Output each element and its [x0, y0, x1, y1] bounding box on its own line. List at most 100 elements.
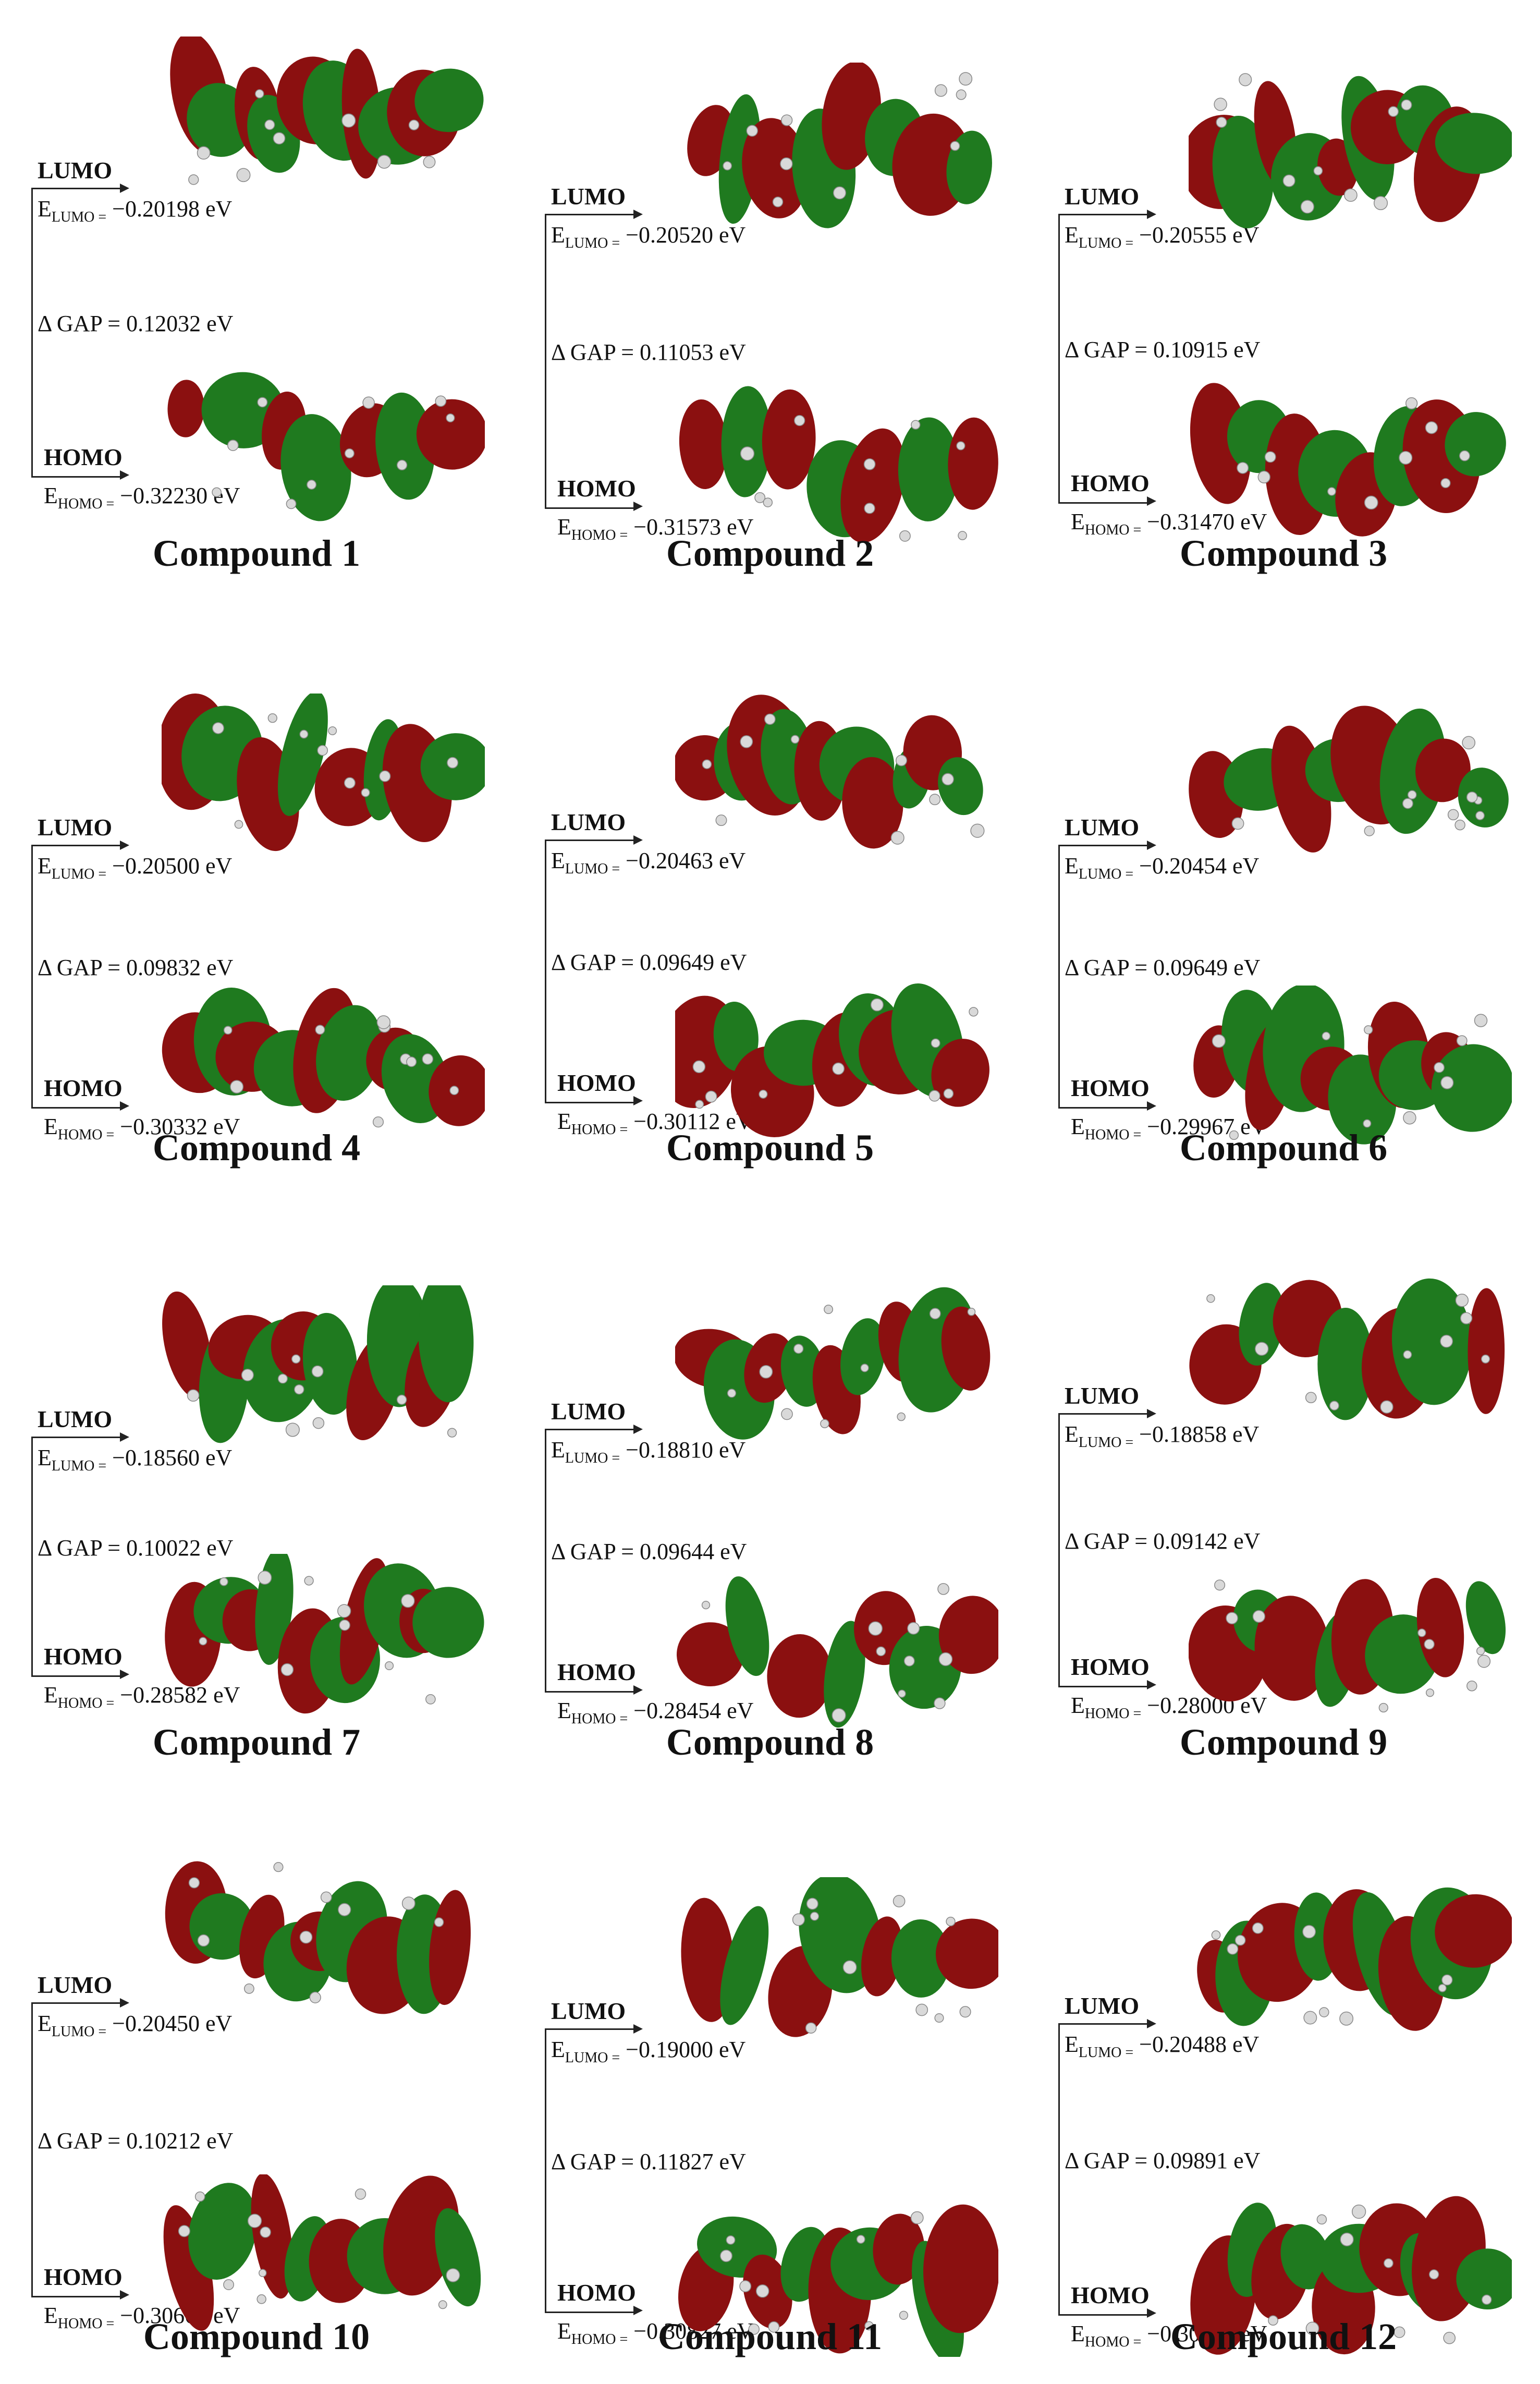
lumo-energy: ELUMO = −0.20463 eV: [551, 848, 746, 877]
atom: [1425, 1688, 1435, 1697]
lumo-arrowhead: [120, 1432, 129, 1442]
atom: [1329, 1401, 1339, 1411]
atom: [396, 1394, 407, 1405]
compound-title: Compound 12: [1170, 2316, 1397, 2357]
lumo-arrowhead: [1147, 2019, 1156, 2028]
compound-panel: LUMO ELUMO = −0.18810 eV Δ GAP = 0.09644 e…: [514, 1189, 1026, 1783]
atom: [1460, 1312, 1473, 1324]
energy-bracket: [31, 1437, 121, 1677]
atom: [277, 1373, 288, 1384]
homo-orbital: [679, 386, 998, 543]
atom: [401, 1594, 415, 1608]
atom: [938, 1652, 953, 1667]
atom: [315, 1025, 325, 1035]
positive-lobe: [1239, 1283, 1285, 1366]
homo-label: HOMO: [557, 475, 636, 502]
atom: [810, 1912, 820, 1921]
atom: [1237, 461, 1249, 474]
atom: [361, 788, 370, 797]
atom: [372, 1116, 384, 1128]
atom: [312, 1417, 325, 1429]
atom: [720, 2249, 732, 2263]
gap-value: Δ GAP = 0.09832 eV: [38, 955, 234, 980]
positive-lobe: [1435, 113, 1512, 174]
atom: [377, 154, 392, 169]
atom: [910, 2211, 924, 2224]
homo-energy: EHOMO = −0.28000 eV: [1071, 1693, 1267, 1722]
atom: [1351, 2204, 1366, 2219]
homo-label: HOMO: [1071, 1075, 1150, 1101]
homo-arrowhead: [1147, 496, 1156, 506]
atom: [1212, 1034, 1226, 1048]
negative-lobe: [1468, 1288, 1505, 1414]
atom: [1440, 1334, 1453, 1348]
lumo-arrowhead: [120, 1998, 129, 2008]
atom: [739, 2280, 752, 2292]
atom: [447, 757, 459, 769]
atom: [1394, 2326, 1405, 2338]
atom: [903, 1655, 915, 1667]
lumo-arrowhead: [1147, 210, 1156, 219]
atom: [212, 722, 224, 734]
atom: [1313, 166, 1323, 176]
energy-bracket: [1058, 845, 1148, 1109]
atom: [806, 1898, 818, 1910]
atom: [1466, 1680, 1477, 1692]
homo-energy-value: −0.28000 eV: [1147, 1693, 1267, 1718]
atom: [820, 1419, 829, 1429]
atom: [899, 2310, 909, 2320]
lumo-energy-value: −0.20463 eV: [626, 848, 746, 873]
atom: [768, 2321, 780, 2333]
lumo-orbital: [1189, 1278, 1505, 1420]
negative-lobe: [429, 1055, 485, 1126]
atom: [929, 1308, 941, 1320]
atom: [959, 2006, 971, 2018]
homo-label: HOMO: [44, 2264, 123, 2290]
atom: [187, 1389, 200, 1402]
atom: [950, 141, 960, 151]
atom: [792, 1913, 805, 1926]
positive-lobe: [721, 386, 772, 497]
negative-lobe: [1416, 1577, 1464, 1677]
atom: [1399, 451, 1413, 465]
atom: [931, 1038, 940, 1048]
atom: [446, 413, 455, 423]
atom: [223, 1026, 233, 1035]
atom: [1481, 2294, 1492, 2305]
compound-title: Compound 1: [152, 532, 361, 574]
atom: [1434, 1062, 1445, 1073]
atom: [247, 2213, 262, 2228]
energy-bracket: [31, 2002, 121, 2297]
atom: [967, 1307, 976, 1316]
atom: [943, 1088, 954, 1099]
homo-label: HOMO: [44, 444, 123, 470]
energy-bracket: [1058, 2023, 1148, 2316]
atom: [385, 1661, 394, 1671]
energy-bracket: [1058, 1413, 1148, 1687]
atom: [1231, 817, 1244, 830]
atom: [898, 1689, 906, 1698]
atom: [1403, 1350, 1412, 1359]
atom: [929, 794, 941, 806]
atom: [1344, 188, 1358, 202]
atom: [406, 1056, 417, 1067]
atom: [897, 1412, 906, 1421]
atom: [379, 770, 391, 782]
positive-lobe: [824, 1621, 865, 1728]
energy-bracket: [545, 840, 635, 1103]
negative-lobe: [1435, 1894, 1512, 1968]
atom: [1440, 478, 1451, 489]
positive-lobe: [1317, 1308, 1374, 1420]
negative-lobe: [1415, 738, 1471, 802]
homo-orbital: [162, 988, 485, 1128]
atom: [746, 125, 758, 137]
atom: [934, 2013, 944, 2023]
compound-panel: LUMO ELUMO = −0.20454 eV Δ GAP = 0.09649 e…: [1027, 594, 1540, 1189]
positive-lobe: [1391, 1278, 1472, 1405]
gap-value: Δ GAP = 0.11827 eV: [551, 2149, 746, 2174]
positive-lobe: [799, 1877, 882, 1993]
compound-title: Compound 11: [657, 2316, 883, 2357]
atom: [928, 1090, 940, 1102]
lumo-orbital: [681, 1877, 998, 2037]
atom: [1402, 798, 1413, 809]
